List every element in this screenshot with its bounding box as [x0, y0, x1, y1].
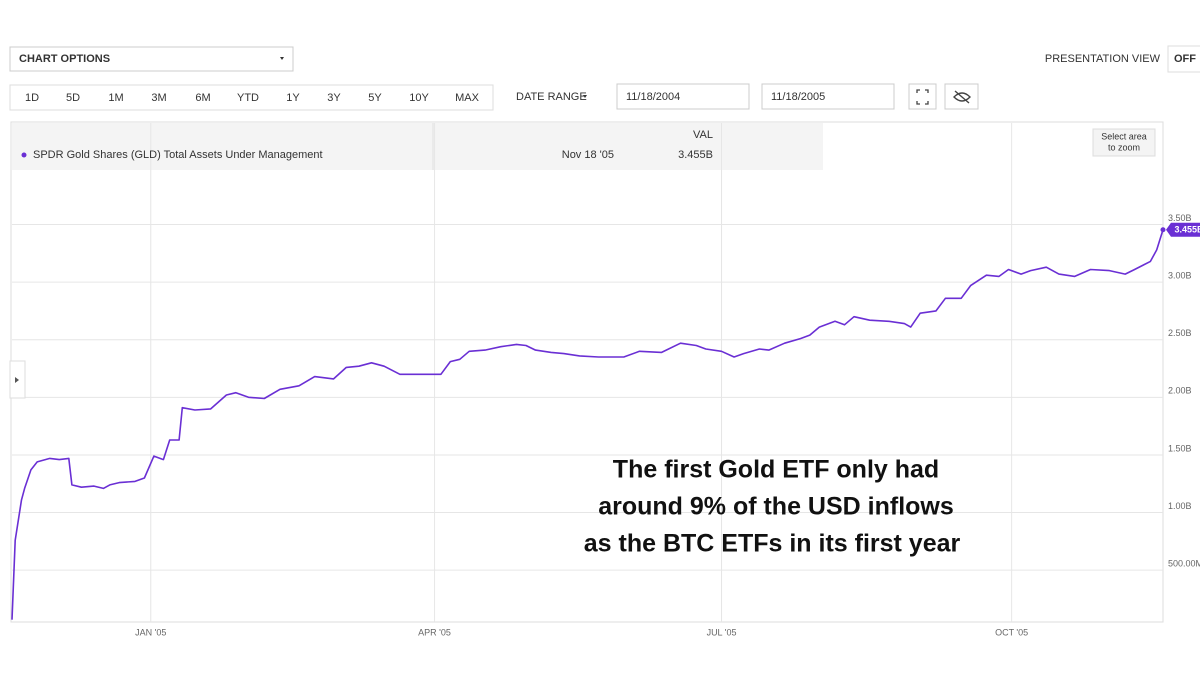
x-tick-label: JAN '05 [135, 627, 166, 637]
hide-icon [953, 90, 971, 104]
y-tick-label: 2.50B [1168, 328, 1192, 338]
end-label: 3.455B [1174, 225, 1200, 235]
y-tick-label: 500.00M [1168, 559, 1200, 569]
presentation-view-label: PRESENTATION VIEW [1045, 53, 1161, 65]
header-column: VAL [693, 129, 713, 141]
annotation: around 9% of the USD inflows [598, 493, 954, 521]
end-point [1160, 227, 1166, 233]
dropdown-arrow [280, 57, 284, 60]
chart-options-dropdown[interactable] [9, 46, 294, 72]
end-label-bg [1166, 222, 1200, 237]
grid [12, 123, 1163, 622]
x-tick-label: OCT '05 [995, 627, 1028, 637]
range-button[interactable]: 1M [108, 92, 123, 104]
range-button[interactable]: 5Y [368, 92, 382, 104]
date-range-label[interactable]: DATE RANGE [516, 91, 587, 103]
date-range-arrow [583, 95, 587, 98]
y-tick-label: 3.00B [1168, 271, 1192, 281]
range-button[interactable]: 3M [151, 92, 166, 104]
series-line [11, 229, 1164, 620]
x-tick-label: APR '05 [418, 627, 451, 637]
legend-dot [21, 152, 27, 158]
annotation: The first Gold ETF only had [613, 456, 939, 484]
y-tick-label: 1.50B [1168, 443, 1192, 453]
fullscreen-icon [916, 89, 929, 105]
y-tick-label: 1.00B [1168, 501, 1192, 511]
zoom-hint: Select area [1101, 131, 1147, 141]
zoom-hint: to zoom [1108, 142, 1140, 152]
chart-options-label: CHART OPTIONS [19, 53, 110, 65]
range-buttons: 1D 5D 1M 3M 6M YTD 1Y 3Y 5Y 10Y MAX [25, 92, 480, 104]
range-button[interactable]: 3Y [327, 92, 341, 104]
plot: 3.455B [11, 222, 1200, 620]
x-tick-label: JUL '05 [707, 627, 737, 637]
end-date: 11/18/2005 [771, 91, 825, 103]
range-button[interactable]: 1Y [286, 92, 300, 104]
presentation-state: OFF [1174, 53, 1196, 65]
header-value: 3.455B [678, 149, 713, 161]
range-button[interactable]: MAX [455, 92, 480, 104]
range-button[interactable]: 5D [66, 92, 80, 104]
range-bar [9, 84, 494, 111]
zoom-hint-box[interactable] [1092, 128, 1156, 157]
plot-frame [10, 121, 1164, 623]
range-button[interactable]: 6M [195, 92, 210, 104]
presentation-toggle[interactable] [1167, 45, 1200, 73]
side-toggle-arrow [15, 377, 19, 383]
start-date-input[interactable] [616, 83, 750, 110]
range-button[interactable]: 1D [25, 92, 39, 104]
range-button[interactable]: YTD [237, 92, 259, 104]
header-date: Nov 18 '05 [562, 149, 614, 161]
y-tick-label: 2.00B [1168, 386, 1192, 396]
legend-band [12, 123, 823, 170]
fullscreen-button[interactable] [908, 83, 937, 110]
legend-label: SPDR Gold Shares (GLD) Total Assets Unde… [33, 149, 323, 161]
range-button[interactable]: 10Y [409, 92, 429, 104]
annotation: as the BTC ETFs in its first year [584, 530, 961, 558]
start-date: 11/18/2004 [626, 91, 680, 103]
end-date-input[interactable] [761, 83, 895, 110]
y-tick-label: 3.50B [1168, 213, 1192, 223]
